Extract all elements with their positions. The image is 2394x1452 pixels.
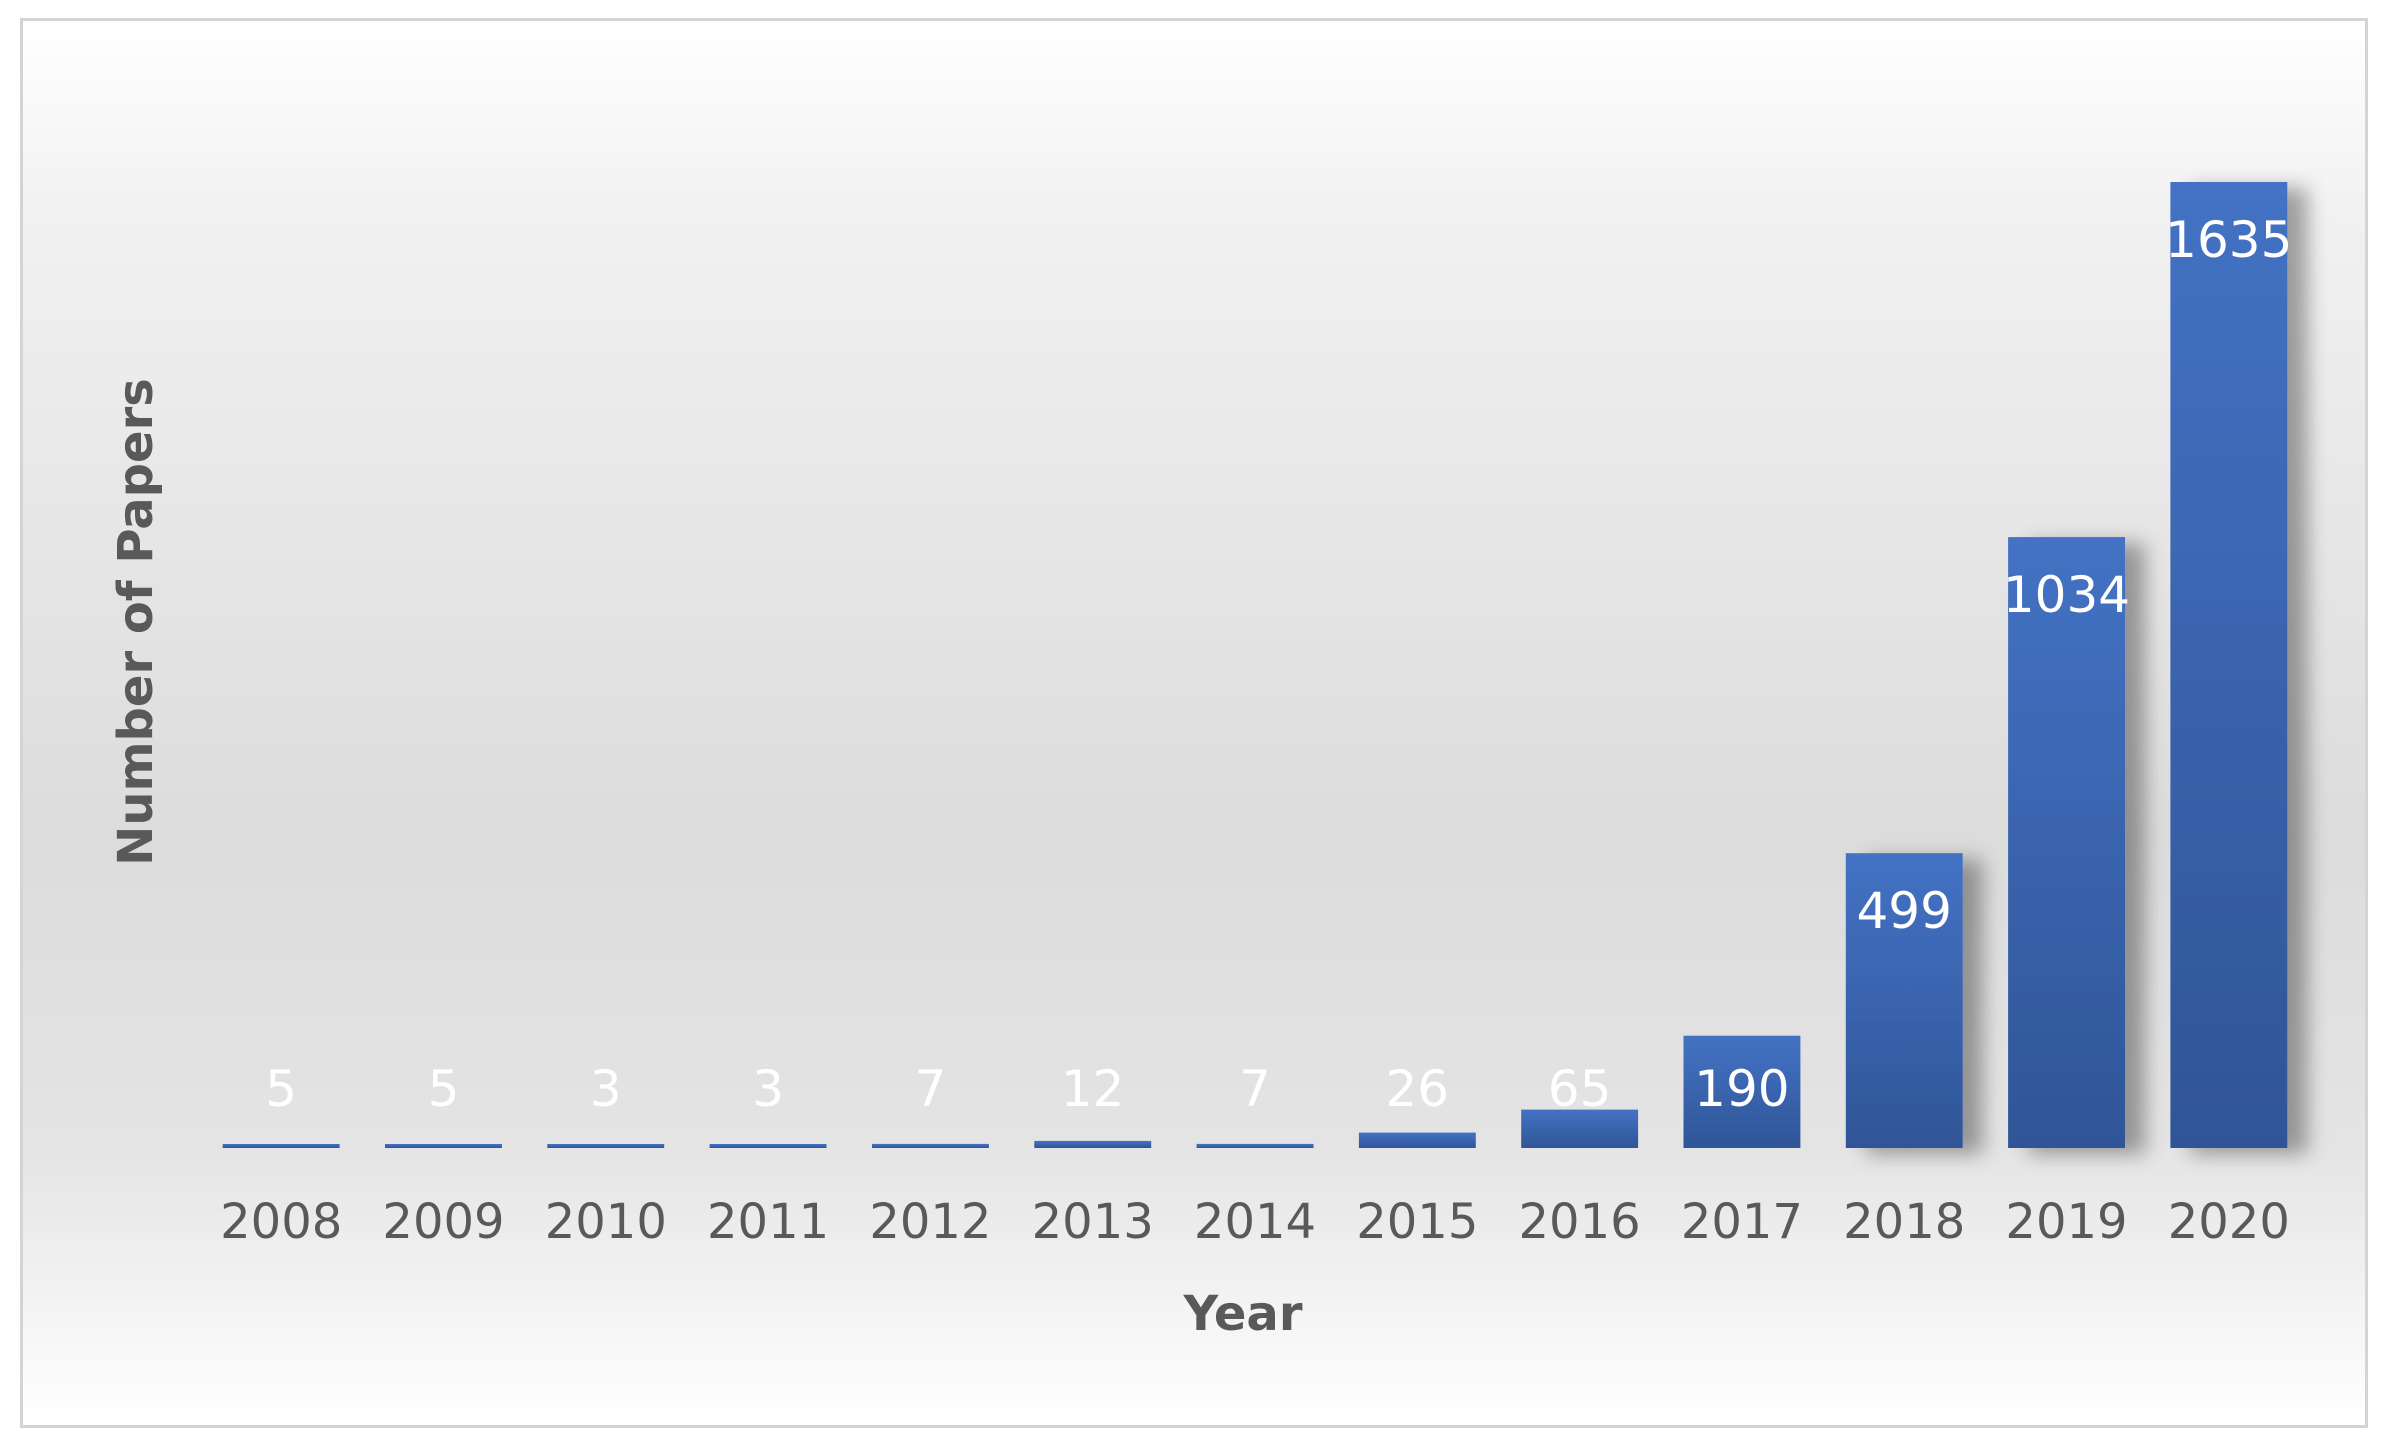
chart-frame — [20, 18, 2368, 1428]
x-axis-title: Year — [1183, 1286, 1303, 1342]
bar-2019 — [2008, 537, 2125, 1148]
data-label-2009: 5 — [428, 1060, 460, 1118]
y-axis-title: Number of Papers — [108, 378, 164, 866]
bar-2016 — [1521, 1109, 1639, 1148]
data-label-2013: 12 — [1061, 1060, 1125, 1118]
x-tick-label-2010: 2010 — [545, 1194, 667, 1250]
bar-2017 — [1683, 1035, 1801, 1148]
x-tick-label-2011: 2011 — [707, 1194, 829, 1250]
bar-2013 — [1034, 1140, 1152, 1148]
x-tick-label-2012: 2012 — [869, 1194, 991, 1250]
data-label-2012: 7 — [914, 1060, 946, 1118]
x-axis-tick-labels: 2008 2009 2010 2011 2012 2013 2014 2015 2016 2017… — [220, 1194, 2290, 1250]
bar-2012 — [872, 1143, 989, 1148]
data-labels-layer: 5 5 3 3 7 12 7 26 65 190 499 1034 1635 — [265, 211, 2292, 1118]
x-tick-label-2016: 2016 — [1519, 1194, 1641, 1250]
bars-layer — [222, 182, 2288, 1148]
bar-2015 — [1358, 1132, 1476, 1148]
data-label-2015: 26 — [1385, 1060, 1449, 1118]
bar-2018 — [1845, 853, 1963, 1148]
data-label-2011: 3 — [752, 1060, 784, 1118]
bar-2014 — [1196, 1143, 1314, 1148]
bar-2008 — [222, 1144, 340, 1148]
x-tick-label-2020: 2020 — [2168, 1194, 2290, 1250]
data-label-2019: 1034 — [2003, 566, 2130, 624]
x-tick-label-2013: 2013 — [1032, 1194, 1154, 1250]
x-tick-label-2009: 2009 — [382, 1194, 504, 1250]
data-label-2018: 499 — [1856, 882, 1951, 940]
bar-2011 — [709, 1144, 827, 1148]
x-tick-label-2014: 2014 — [1194, 1194, 1316, 1250]
data-label-2010: 3 — [590, 1060, 622, 1118]
data-label-2020: 1635 — [2165, 211, 2292, 269]
bar-2010 — [547, 1144, 665, 1148]
x-tick-label-2015: 2015 — [1356, 1194, 1478, 1250]
data-label-2016: 65 — [1548, 1060, 1612, 1118]
x-tick-label-2019: 2019 — [2005, 1194, 2127, 1250]
bar-2020 — [2170, 182, 2288, 1148]
data-label-2017: 190 — [1694, 1060, 1789, 1118]
bar-2009 — [385, 1144, 502, 1148]
data-label-2014: 7 — [1239, 1060, 1271, 1118]
x-tick-label-2018: 2018 — [1843, 1194, 1965, 1250]
x-tick-label-2008: 2008 — [220, 1194, 342, 1250]
x-tick-label-2017: 2017 — [1681, 1194, 1803, 1250]
data-label-2008: 5 — [265, 1060, 297, 1118]
